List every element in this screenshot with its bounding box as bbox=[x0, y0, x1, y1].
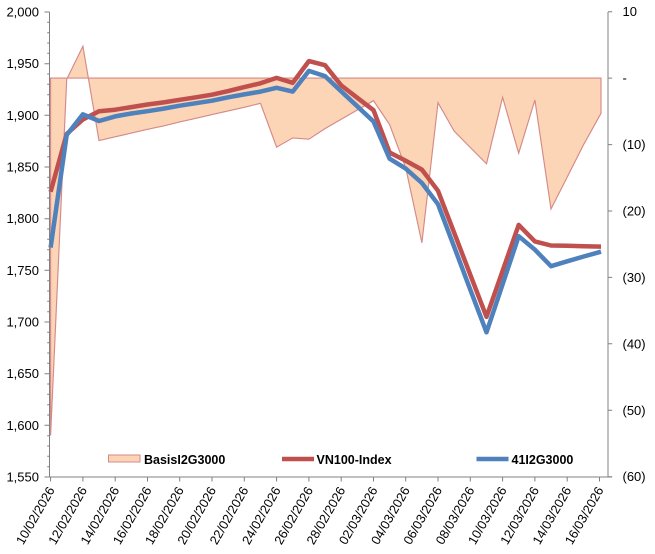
svg-text:1,600: 1,600 bbox=[6, 418, 39, 433]
svg-text:1,650: 1,650 bbox=[6, 366, 39, 381]
svg-text:1,900: 1,900 bbox=[6, 108, 39, 123]
svg-text:BasisI2G3000: BasisI2G3000 bbox=[144, 453, 225, 467]
svg-text:(10): (10) bbox=[623, 137, 646, 152]
svg-text:1,700: 1,700 bbox=[6, 315, 39, 330]
svg-text:1,850: 1,850 bbox=[6, 160, 39, 175]
svg-text:(40): (40) bbox=[623, 336, 646, 351]
svg-text:41I2G3000: 41I2G3000 bbox=[512, 453, 574, 467]
svg-text:1,550: 1,550 bbox=[6, 470, 39, 485]
svg-text:1,950: 1,950 bbox=[6, 56, 39, 71]
svg-text:VN100-Index: VN100-Index bbox=[317, 453, 392, 467]
svg-text:1,800: 1,800 bbox=[6, 211, 39, 226]
svg-text:1,750: 1,750 bbox=[6, 263, 39, 278]
svg-text:10: 10 bbox=[623, 4, 637, 19]
svg-text:(30): (30) bbox=[623, 270, 646, 285]
svg-text:(50): (50) bbox=[623, 403, 646, 418]
svg-text:(20): (20) bbox=[623, 204, 646, 219]
svg-text:2,000: 2,000 bbox=[6, 5, 39, 20]
svg-text:-: - bbox=[623, 71, 627, 86]
svg-text:(60): (60) bbox=[623, 469, 646, 484]
